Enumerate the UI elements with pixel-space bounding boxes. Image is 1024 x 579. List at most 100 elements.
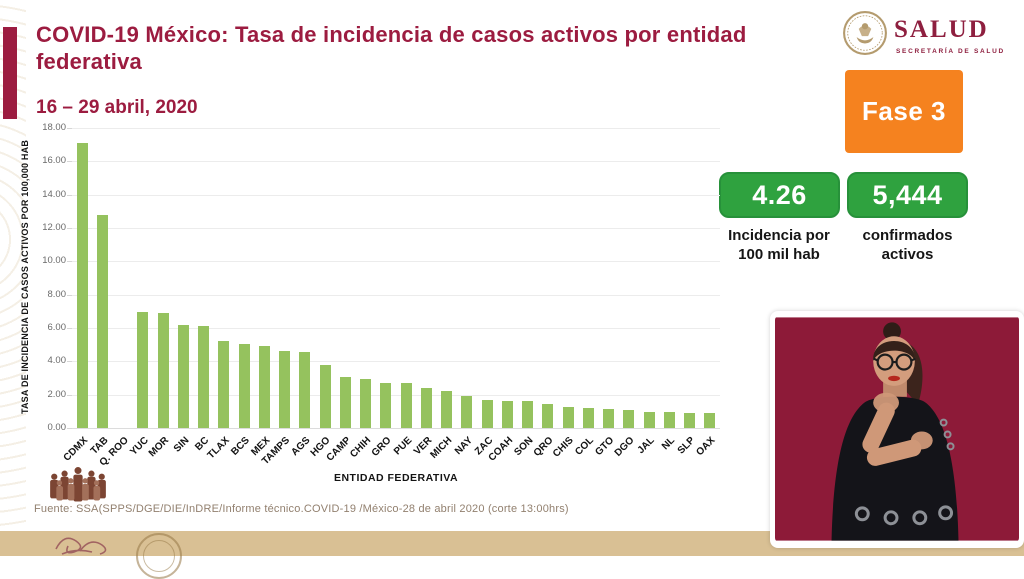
gridline (72, 261, 720, 263)
bar-cdmx (76, 143, 88, 428)
y-axis-tick-label: 14.00 (42, 188, 66, 200)
bar-sin (177, 324, 189, 428)
y-axis-tick-label: 10.00 (42, 255, 66, 267)
bar-tlax (218, 341, 230, 428)
x-axis-tick-label: QRO (531, 435, 556, 459)
incidence-value-badge: 4.26 (719, 172, 840, 218)
bar-son (522, 401, 534, 428)
x-axis-title: ENTIDAD FEDERATIVA (333, 472, 459, 484)
x-axis-tick-label: YUC (127, 435, 151, 458)
active-cases-label-line2: activos (881, 246, 934, 263)
historical-figures-icon (50, 467, 106, 502)
x-axis-tick-label: NAY (452, 435, 475, 458)
x-axis-tick-label: GRO (369, 435, 394, 459)
bar-ags (299, 352, 311, 428)
y-tick-mark (67, 194, 72, 196)
eagle-seal-icon (843, 11, 887, 55)
bar-col (582, 408, 594, 428)
bar-yuc (137, 312, 149, 428)
bar-jal (643, 411, 655, 428)
title-accent-bar (3, 27, 17, 119)
incidence-label: Incidencia por 100 mil hab (704, 226, 854, 264)
y-tick-mark (67, 161, 72, 163)
bar-mor (157, 313, 169, 428)
bar-tamps (279, 351, 291, 428)
y-tick-mark (67, 128, 72, 129)
bar-camp (339, 377, 351, 428)
x-axis-tick-label: COL (573, 435, 597, 458)
y-tick-mark (67, 228, 72, 229)
x-axis-tick-label: OAX (694, 435, 718, 459)
x-axis-tick-label: TLAX (205, 435, 232, 462)
x-axis-tick-label: CHIH (348, 435, 374, 461)
y-axis-tick-label: 6.00 (47, 322, 67, 333)
band-emblem-icon (136, 533, 182, 579)
incidence-label-line2: 100 mil hab (738, 246, 820, 263)
incidence-label-line1: Incidencia por (728, 227, 830, 244)
bar-coah (501, 400, 513, 428)
interpreter-video (770, 311, 1024, 548)
x-axis-tick-label: PUE (391, 435, 414, 458)
y-tick-mark (67, 294, 72, 296)
gridline (72, 361, 720, 363)
x-axis-tick-label: NL (659, 435, 678, 453)
sign-language-interpreter-illustration (775, 317, 1019, 541)
x-axis-tick-label: MICH (428, 435, 455, 461)
bar-nl (663, 412, 675, 428)
x-axis-tick-label: SON (512, 435, 536, 459)
y-axis-tick-label: 4.00 (47, 355, 67, 367)
y-tick-mark (67, 361, 72, 363)
bar-qro (542, 403, 554, 428)
gridline (72, 294, 720, 296)
page-title: COVID-19 México: Tasa de incidencia de c… (36, 22, 747, 74)
y-axis-ticks: 0.00 2.00 4.00 6.00 8.00 10.00 12.00 14.00 16.00… (28, 120, 66, 440)
phase-badge: Fase 3 (845, 70, 963, 153)
corner-flourish-icon (55, 537, 107, 555)
x-axis-tick-label: SLP (675, 435, 698, 457)
bar-chis (562, 407, 574, 428)
bar-chih (360, 378, 372, 428)
x-axis-tick-label: GTO (593, 435, 617, 458)
plot-area: ENTIDAD FEDERATIVA CDMX TAB Q. ROO YUC MOR SI… (61, 128, 720, 484)
source-citation: Fuente: SSA(SPPS/DGE/DIE/InDRE/Informe t… (34, 503, 569, 515)
bar-chart: TASA DE INCIDENCIA DE CASOS ACTIVOS POR … (20, 120, 722, 492)
bar-mich (441, 391, 453, 428)
x-axis-tick-label: DGO (612, 435, 637, 459)
bar-oax (704, 413, 716, 428)
x-axis-tick-label: AGS (289, 435, 313, 459)
y-tick-mark (67, 428, 72, 429)
y-tick-mark (67, 328, 72, 329)
salud-logo: SALUD SECRETARÍA DE SALUD (842, 8, 1012, 60)
x-axis-tick-label: JAL (635, 435, 657, 457)
y-axis-tick-label: 2.00 (47, 388, 67, 400)
y-axis-tick-label: 12.00 (42, 222, 66, 233)
bar-zac (481, 399, 493, 428)
bar-hgo (319, 364, 331, 428)
gridline (72, 161, 720, 163)
x-axis-tick-label: BCS (229, 435, 252, 458)
bar-ver (420, 388, 432, 428)
active-cases-label-line1: confirmados (862, 227, 953, 244)
y-axis-tick-label: 16.00 (42, 155, 66, 167)
x-axis-tick-label: MOR (146, 435, 171, 460)
gridline (72, 128, 720, 129)
bar-dgo (623, 410, 635, 428)
y-tick-mark (67, 261, 72, 263)
date-range: 16 – 29 abril, 2020 (36, 97, 198, 118)
x-axis-tick-label: SIN (171, 435, 192, 455)
salud-logo-text: SALUD (894, 16, 989, 43)
bar-gro (380, 382, 392, 428)
bar-bcs (238, 343, 250, 428)
gridline (72, 394, 720, 396)
gridline (72, 428, 720, 429)
bar-nay (461, 395, 473, 428)
bar-slp (684, 413, 696, 428)
y-axis-tick-label: 8.00 (47, 288, 67, 300)
active-cases-value-badge: 5,444 (847, 172, 968, 218)
gridline (72, 228, 720, 229)
bar-mex (258, 345, 270, 428)
x-axis-tick-label: CHIS (551, 435, 576, 460)
interpreter-video-frame (775, 316, 1019, 542)
active-cases-label: confirmados activos (840, 226, 975, 264)
bar-pue (400, 383, 412, 428)
